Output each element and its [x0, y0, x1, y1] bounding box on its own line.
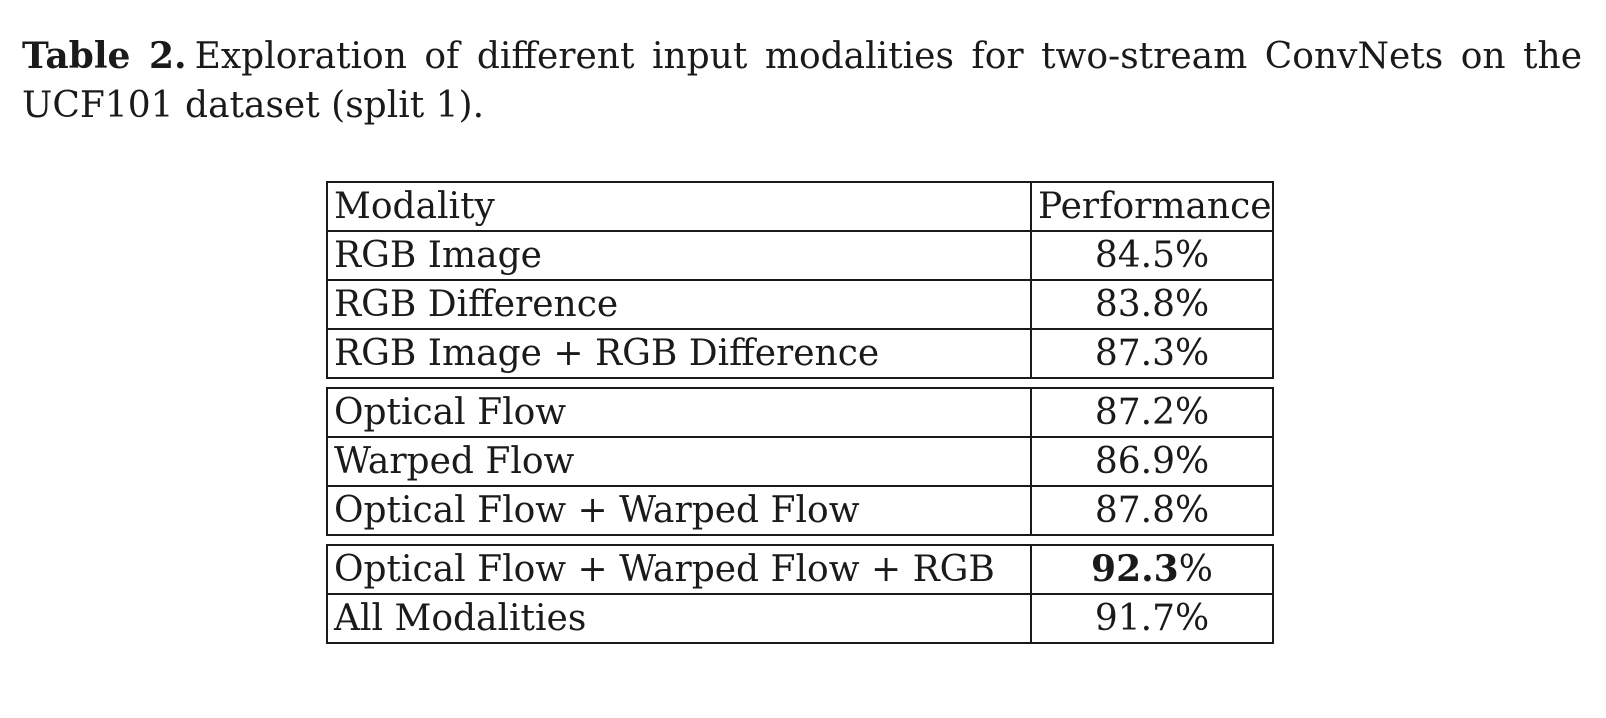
best-performance-value: 92.3: [1091, 548, 1179, 590]
performance-cell: 87.8%: [1030, 485, 1274, 536]
caption-text: Exploration of different input modalitie…: [22, 36, 1582, 126]
table-row: Warped Flow 86.9%: [326, 436, 1274, 487]
results-table: Modality Performance RGB Image 84.5% RGB…: [326, 181, 1274, 644]
table-row: Optical Flow + Warped Flow 87.8%: [326, 485, 1274, 536]
table-header-row: Modality Performance: [326, 181, 1274, 232]
performance-cell-best: 92.3%: [1030, 544, 1274, 595]
modality-cell: Warped Flow: [326, 436, 1032, 487]
table-row: All Modalities 91.7%: [326, 593, 1274, 644]
performance-cell: 91.7%: [1030, 593, 1274, 644]
modality-cell: RGB Image + RGB Difference: [326, 328, 1032, 379]
modality-cell: All Modalities: [326, 593, 1032, 644]
performance-cell: 84.5%: [1030, 230, 1274, 281]
table-row: Optical Flow 87.2%: [326, 387, 1274, 438]
modality-cell: Optical Flow + Warped Flow + RGB: [326, 544, 1032, 595]
table-group-rgb: Modality Performance RGB Image 84.5% RGB…: [326, 181, 1274, 379]
table-row: Optical Flow + Warped Flow + RGB 92.3%: [326, 544, 1274, 595]
header-modality: Modality: [326, 181, 1032, 232]
modality-cell: RGB Difference: [326, 279, 1032, 330]
caption-label: Table 2.: [22, 35, 187, 77]
modality-cell: RGB Image: [326, 230, 1032, 281]
modality-cell: Optical Flow: [326, 387, 1032, 438]
table-caption: Table 2. Exploration of different input m…: [22, 32, 1582, 130]
performance-cell: 86.9%: [1030, 436, 1274, 487]
header-performance: Performance: [1030, 181, 1274, 232]
performance-cell: 83.8%: [1030, 279, 1274, 330]
modality-cell: Optical Flow + Warped Flow: [326, 485, 1032, 536]
table-group-flow: Optical Flow 87.2% Warped Flow 86.9% Opt…: [326, 387, 1274, 536]
performance-cell: 87.3%: [1030, 328, 1274, 379]
table-group-combined: Optical Flow + Warped Flow + RGB 92.3% A…: [326, 544, 1274, 644]
table-row: RGB Image 84.5%: [326, 230, 1274, 281]
table-row: RGB Difference 83.8%: [326, 279, 1274, 330]
performance-cell: 87.2%: [1030, 387, 1274, 438]
table-row: RGB Image + RGB Difference 87.3%: [326, 328, 1274, 379]
